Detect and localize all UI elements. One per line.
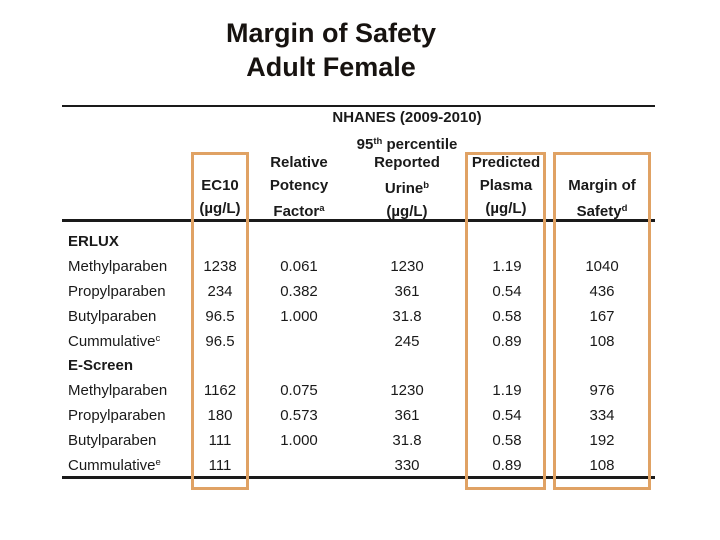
superscript: th [373, 136, 383, 147]
cell-ec10: 96.5 [205, 332, 235, 350]
table-row: Cummulativec 96.5 245 0.89 108 [62, 329, 655, 354]
cell-rpf: 1.000 [280, 432, 318, 450]
row-label: Propylparaben [68, 282, 166, 300]
table-row: Methylparaben 1162 0.075 1230 1.19 976 [62, 378, 655, 403]
cell-ec10: 1238 [203, 257, 237, 275]
cell-mos: 976 [589, 382, 615, 400]
cell-plasma: 1.19 [492, 257, 522, 275]
highlight-box-predicted-plasma [465, 152, 546, 490]
table-row: Cummulativee 111 330 0.89 108 [62, 453, 655, 478]
cell-mos: 108 [589, 332, 615, 350]
column-header-predicted-plasma: Predicted Plasma (µg/L) [471, 154, 541, 217]
column-header-relative-potency-factor: Relative Potency Factora [269, 154, 329, 220]
cell-urine: 245 [394, 332, 420, 350]
table-row: Butylparaben 96.5 1.000 31.8 0.58 167 [62, 304, 655, 329]
superscript: a [319, 203, 325, 214]
cell-plasma: 0.89 [492, 332, 522, 350]
superscript: d [621, 203, 628, 214]
table-row-erlux-section: ERLUX [62, 229, 655, 254]
row-label: Methylparaben [68, 382, 168, 400]
row-label: Methylparaben [68, 257, 168, 275]
row-label: ERLUX [68, 232, 119, 250]
highlight-box-margin-of-safety [553, 152, 651, 490]
cell-rpf: 0.075 [280, 382, 318, 400]
column-header-ec10: EC10 (µg/L) [199, 177, 241, 217]
cell-urine: 31.8 [392, 432, 422, 450]
title-line-2: Adult Female [246, 52, 416, 82]
nhanes-line-1: NHANES (2009-2010) [332, 109, 482, 126]
row-label: Butylparaben [68, 432, 157, 450]
row-label: E-Screen [68, 357, 134, 375]
cell-ec10: 96.5 [205, 307, 235, 325]
table-bottom-rule [62, 476, 655, 479]
table-row: Methylparaben 1238 0.061 1230 1.19 1040 [62, 254, 655, 279]
cell-ec10: 234 [207, 282, 233, 300]
table-row-escreen-section: E-Screen [62, 353, 655, 378]
cell-plasma: 0.89 [492, 456, 522, 474]
cell-rpf: 0.061 [280, 257, 318, 275]
column-header-reported-urine: Reported Urineb (µg/L) [374, 154, 440, 220]
column-header-margin-of-safety: Margin of Safetyd [568, 177, 636, 220]
cell-plasma: 0.54 [492, 282, 522, 300]
cell-plasma: 0.58 [492, 307, 522, 325]
table-body: ERLUX Methylparaben 1238 0.061 1230 1.19… [62, 221, 655, 478]
cell-urine: 1230 [390, 382, 424, 400]
cell-ec10: 111 [208, 432, 232, 450]
cell-ec10: 1162 [203, 382, 237, 400]
cell-mos: 334 [589, 407, 615, 425]
cell-mos: 108 [589, 456, 615, 474]
cell-rpf: 1.000 [280, 307, 318, 325]
cell-ec10: 180 [207, 407, 233, 425]
cell-plasma: 0.58 [492, 432, 522, 450]
cell-mos: 436 [589, 282, 615, 300]
table-header-rule [62, 219, 655, 222]
superscript: c [155, 332, 161, 344]
cell-urine: 361 [394, 407, 420, 425]
group-header-nhanes: NHANES (2009-2010) 95th percentile [300, 106, 514, 157]
row-label: Cummulativee [68, 456, 161, 474]
row-label: Propylparaben [68, 407, 166, 425]
row-label: Butylparaben [68, 307, 157, 325]
cell-plasma: 0.54 [492, 407, 522, 425]
table-top-rule [62, 105, 655, 107]
cell-mos: 1040 [585, 257, 619, 275]
table-row: Propylparaben 180 0.573 361 0.54 334 [62, 403, 655, 428]
title-line-1: Margin of Safety [225, 18, 437, 48]
cell-urine: 1230 [390, 257, 424, 275]
cell-mos: 192 [589, 432, 615, 450]
cell-urine: 31.8 [392, 307, 422, 325]
cell-rpf: 0.382 [280, 282, 318, 300]
superscript: e [155, 456, 161, 468]
cell-urine: 361 [394, 282, 420, 300]
nhanes-line-2: 95th percentile [356, 136, 458, 153]
cell-rpf: 0.573 [280, 407, 318, 425]
cell-ec10: 111 [208, 456, 232, 474]
cell-urine: 330 [394, 456, 420, 474]
cell-mos: 167 [589, 307, 615, 325]
slide-title: Margin of Safety Adult Female [0, 16, 662, 84]
superscript: b [423, 180, 430, 191]
table-row: Propylparaben 234 0.382 361 0.54 436 [62, 279, 655, 304]
highlight-box-ec10 [191, 152, 249, 490]
table-row: Butylparaben 111 1.000 31.8 0.58 192 [62, 428, 655, 453]
cell-plasma: 1.19 [492, 382, 522, 400]
row-label: Cummulativec [68, 332, 161, 350]
